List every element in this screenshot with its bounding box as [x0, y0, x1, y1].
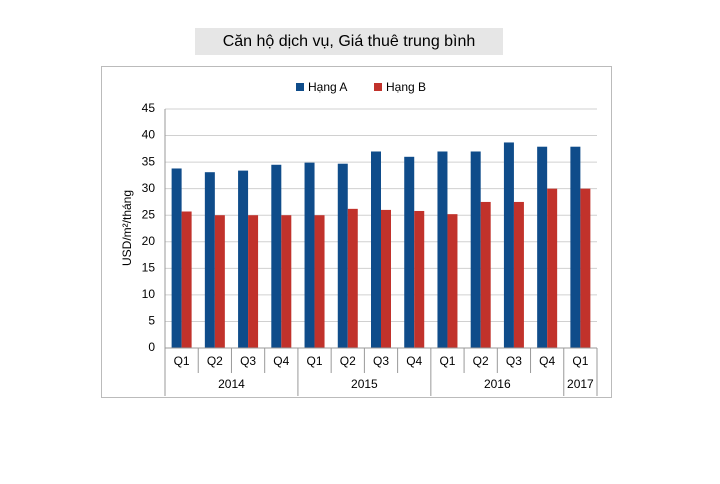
bar: [347, 208, 358, 348]
bar: [414, 210, 425, 348]
y-axis-label: USD/m²/tháng: [120, 190, 134, 266]
y-tick-label: 30: [142, 181, 156, 195]
bar: [371, 151, 381, 348]
x-tick-label: Q1: [174, 354, 190, 368]
legend-label: Hạng B: [386, 80, 426, 94]
y-tick-label: 25: [142, 207, 156, 221]
bar: [304, 162, 315, 348]
bar: [248, 215, 259, 348]
y-tick-label: 15: [142, 261, 156, 275]
x-tick-label: Q3: [240, 354, 256, 368]
bar: [570, 146, 581, 348]
legend-label: Hạng A: [308, 80, 347, 94]
bar: [204, 172, 215, 348]
bar: [503, 142, 514, 348]
bar: [171, 168, 182, 348]
y-tick-label: 40: [142, 128, 156, 142]
bar: [547, 188, 558, 348]
x-tick-label: Q2: [340, 354, 356, 368]
bar: [181, 211, 192, 348]
chart-frame: [101, 66, 612, 398]
x-tick-label: Q4: [539, 354, 555, 368]
group-label: 2015: [351, 377, 378, 391]
bar: [580, 188, 591, 348]
bar: [447, 214, 458, 348]
x-tick-label: Q2: [473, 354, 489, 368]
y-tick-label: 45: [142, 101, 156, 115]
group-label: 2016: [484, 377, 511, 391]
y-tick-label: 5: [148, 314, 155, 328]
legend-swatch: [296, 83, 304, 91]
title-box: [195, 28, 503, 55]
bar: [437, 151, 448, 348]
bar: [480, 201, 491, 348]
group-label: 2017: [567, 377, 594, 391]
bar: [513, 201, 524, 348]
x-tick-label: Q1: [572, 354, 588, 368]
bar: [470, 151, 481, 348]
bar: [537, 146, 548, 348]
bar: [281, 215, 292, 348]
legend-swatch: [374, 83, 382, 91]
bar: [314, 215, 325, 348]
x-tick-label: Q3: [373, 354, 389, 368]
y-tick-label: 10: [142, 287, 156, 301]
bar: [381, 209, 391, 348]
x-tick-label: Q2: [207, 354, 223, 368]
chart-title: Căn hộ dịch vụ, Giá thuê trung bình: [223, 33, 476, 50]
bar: [238, 170, 249, 348]
x-tick-label: Q3: [506, 354, 522, 368]
y-tick-label: 20: [142, 234, 156, 248]
group-label: 2014: [218, 377, 245, 391]
y-tick-label: 0: [148, 340, 155, 354]
y-tick-label: 35: [142, 154, 156, 168]
bar: [404, 156, 415, 348]
bar: [271, 164, 282, 348]
bar: [337, 163, 348, 348]
x-tick-label: Q4: [273, 354, 289, 368]
x-tick-label: Q1: [439, 354, 455, 368]
x-tick-label: Q4: [406, 354, 422, 368]
bar: [214, 215, 225, 348]
x-tick-label: Q1: [307, 354, 323, 368]
